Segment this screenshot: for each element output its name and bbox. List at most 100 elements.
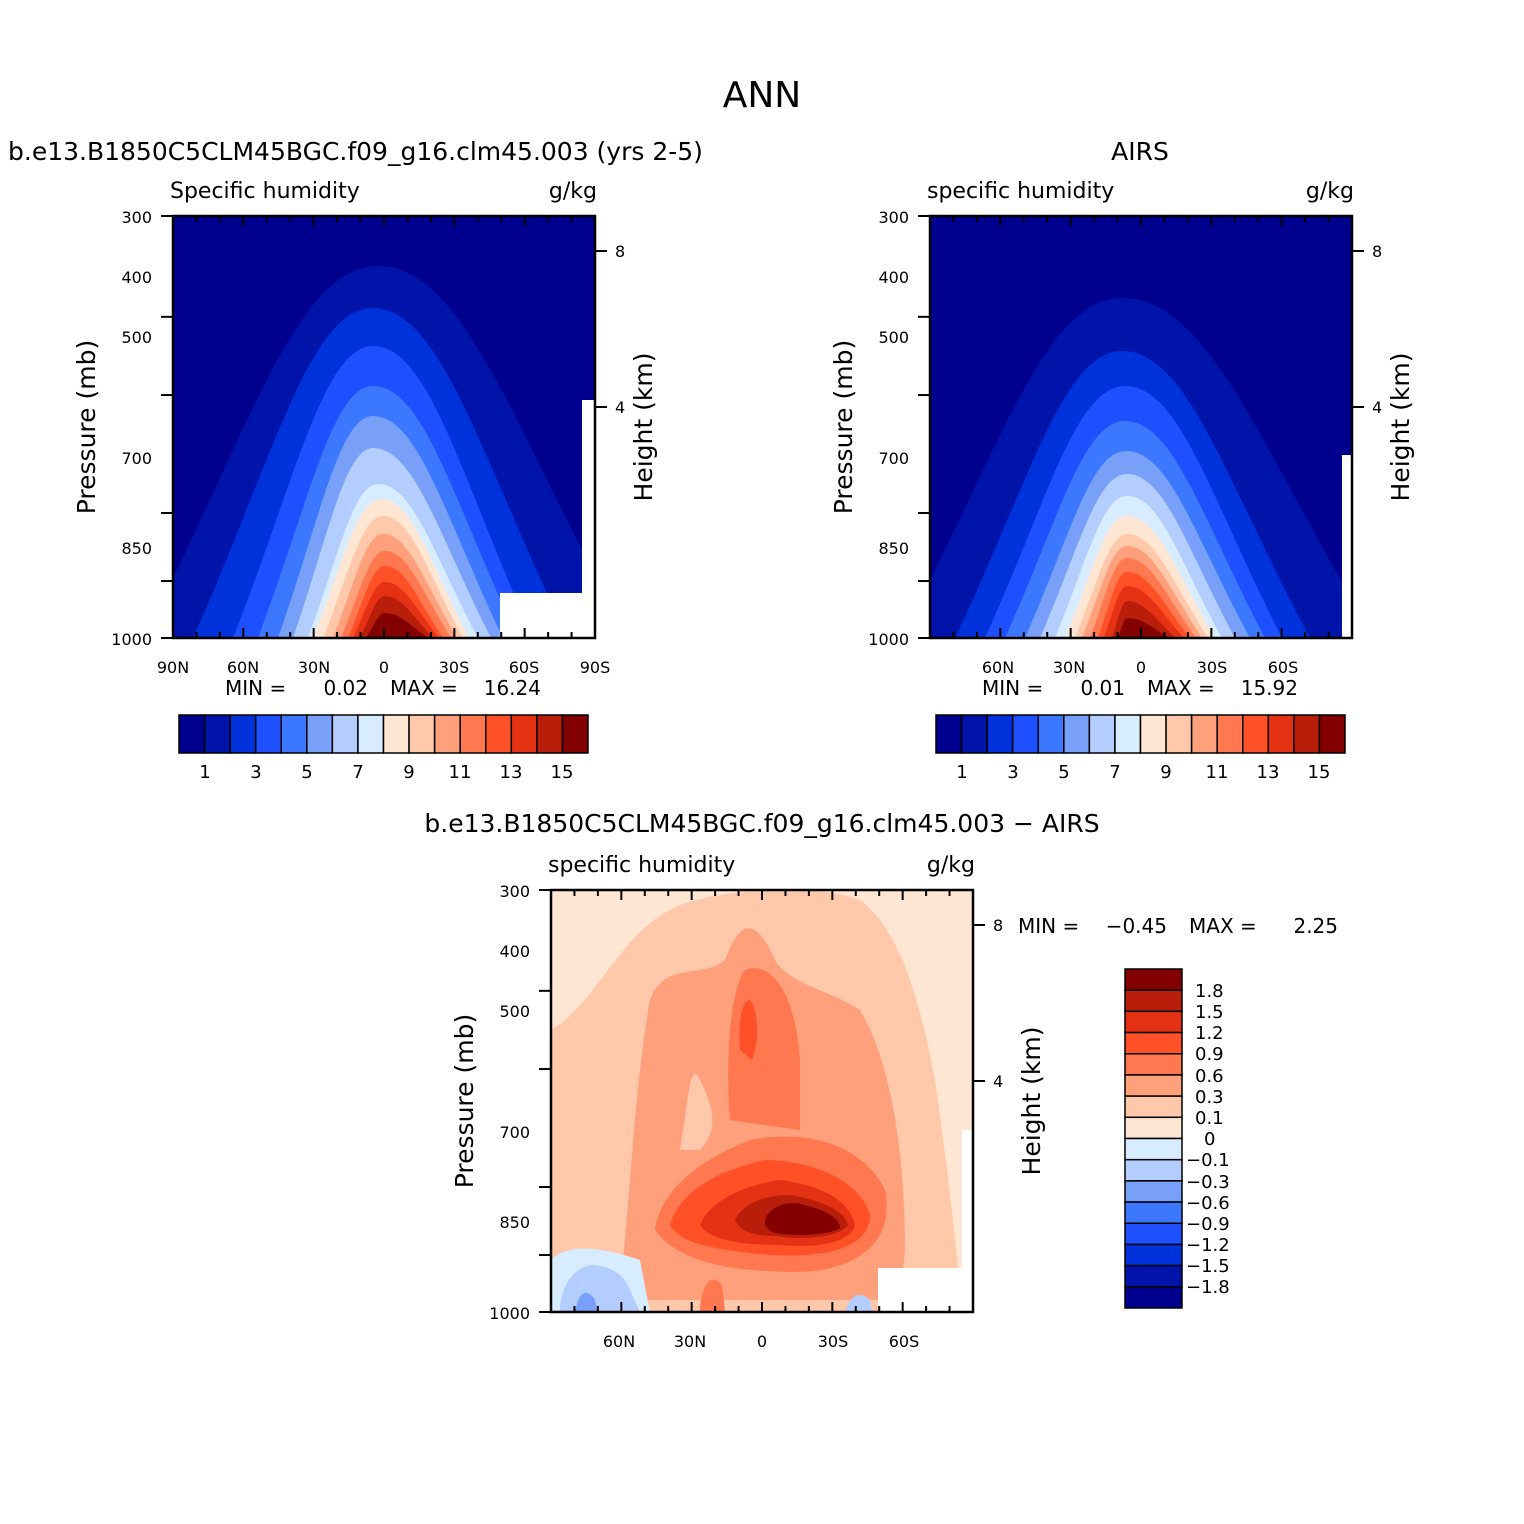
xtick-label: 90N	[157, 658, 189, 677]
ytick-label: 400	[121, 268, 152, 287]
colorbar-box	[306, 714, 334, 754]
colorbar-box	[935, 714, 963, 754]
panel-model-subtitle-right: g/kg	[549, 179, 597, 204]
panel-model-colorbar	[178, 714, 589, 754]
colorbar-box	[1216, 714, 1244, 754]
panel-diff-ylabel-right: Height (km)	[1017, 1027, 1046, 1176]
colorbar-box	[1124, 1095, 1183, 1119]
colorbar-box	[1124, 968, 1183, 991]
panel-diff-ytick-labels: 300 400 500 700 850 1000 8 4	[489, 882, 1003, 1323]
panel-airs: AIRS specific humidity g/kg Pressure (mb…	[829, 137, 1415, 783]
panel-diff-xtick-labels: 60N 30N 0 30S 60S	[603, 1332, 919, 1351]
model-contour-field	[173, 216, 595, 638]
colorbar-label: −0.3	[1186, 1172, 1230, 1193]
max-label: MAX =	[1147, 676, 1215, 700]
panel-airs-subtitle-right: g/kg	[1306, 179, 1354, 204]
xtick-label: 60N	[227, 658, 259, 677]
colorbar-box	[1267, 714, 1295, 754]
colorbar-label: 3	[250, 762, 261, 783]
colorbar-box	[178, 714, 206, 754]
panel-model-ytick-labels: 300 400 500 700 850 1000 8 4	[111, 208, 625, 649]
panel-airs-ylabel: Pressure (mb)	[829, 340, 858, 514]
colorbar-label: 5	[301, 762, 312, 783]
panel-airs-colorbar-labels: 1 3 5 7 9 11 13 15	[956, 762, 1330, 783]
xtick-label: 60S	[889, 1332, 920, 1351]
colorbar-label: 0.3	[1195, 1087, 1224, 1108]
colorbar-box	[1037, 714, 1065, 754]
colorbar-label: −0.6	[1186, 1193, 1230, 1214]
xtick-label: 0	[757, 1332, 767, 1351]
colorbar-box	[1190, 714, 1218, 754]
panel-diff: b.e13.B1850C5CLM45BGC.f09_g16.clm45.003 …	[424, 809, 1338, 1351]
colorbar-box	[1124, 1116, 1183, 1140]
ytick-label-right: 4	[1372, 398, 1382, 417]
colorbar-label: 9	[1160, 762, 1171, 783]
ytick-label: 1000	[868, 630, 909, 649]
colorbar-box	[536, 714, 564, 754]
panel-model-ylabel-right: Height (km)	[629, 353, 658, 502]
ytick-label-right: 8	[1372, 242, 1382, 261]
colorbar-box	[1124, 1180, 1183, 1203]
colorbar-label: 9	[403, 762, 414, 783]
ytick-label: 500	[499, 1002, 530, 1021]
ytick-label: 500	[121, 328, 152, 347]
diff-band	[700, 1279, 725, 1312]
max-label: MAX =	[1189, 914, 1257, 938]
colorbar-box	[382, 714, 410, 754]
max-value: 15.92	[1241, 676, 1298, 700]
colorbar-box	[1124, 1053, 1183, 1076]
ytick-label-right: 4	[615, 398, 625, 417]
xtick-label: 30S	[439, 658, 470, 677]
xtick-label: 60N	[982, 658, 1014, 677]
ytick-label: 300	[121, 208, 152, 227]
colorbar-box	[357, 714, 385, 754]
colorbar-box	[408, 714, 436, 754]
panel-airs-title: AIRS	[1111, 137, 1169, 166]
panel-airs-colorbar	[935, 714, 1346, 754]
colorbar-box	[1318, 714, 1346, 754]
ytick-label: 500	[878, 328, 909, 347]
diff-band	[680, 1073, 713, 1150]
xtick-label: 60S	[509, 658, 540, 677]
max-label: MAX =	[390, 676, 458, 700]
panel-diff-colorbar-labels: 1.8 1.5 1.2 0.9 0.6 0.3 0.1 0 −0.1 −0.3 …	[1186, 981, 1230, 1298]
colorbar-box	[254, 714, 282, 754]
colorbar-box	[960, 714, 988, 754]
colorbar-box	[485, 714, 513, 754]
min-label: MIN =	[1018, 914, 1079, 938]
colorbar-label: 1.2	[1195, 1023, 1224, 1044]
model-missing-region	[500, 593, 595, 638]
ytick-label: 850	[878, 539, 909, 558]
panel-model-minmax: MIN = 0.02 MAX = 16.24	[225, 676, 541, 700]
colorbar-label: 1.5	[1195, 1002, 1224, 1023]
diff-contour-field	[551, 890, 973, 1312]
colorbar-box	[331, 714, 359, 754]
diff-band	[764, 1203, 840, 1235]
ytick-label: 700	[499, 1123, 530, 1142]
colorbar-box	[561, 714, 589, 754]
ytick-label: 700	[121, 449, 152, 468]
panel-diff-subtitle-right: g/kg	[927, 853, 975, 878]
airs-missing-edge	[1342, 455, 1352, 638]
colorbar-box	[1124, 1031, 1183, 1055]
diff-band	[575, 1292, 598, 1312]
min-label: MIN =	[225, 676, 286, 700]
diff-missing-edge	[962, 1130, 973, 1312]
ytick-label-right: 4	[993, 1072, 1003, 1091]
colorbar-label: 0	[1204, 1129, 1215, 1150]
colorbar-label: 7	[1109, 762, 1120, 783]
colorbar-label: 1	[199, 762, 210, 783]
xtick-label: 30S	[1197, 658, 1228, 677]
model-band	[366, 613, 428, 638]
xtick-label: 30N	[674, 1332, 706, 1351]
colorbar-box	[510, 714, 538, 754]
panel-model-colorbar-labels: 1 3 5 7 9 11 13 15	[199, 762, 573, 783]
ytick-label-right: 8	[615, 242, 625, 261]
colorbar-label: 3	[1007, 762, 1018, 783]
panel-airs-subtitle-left: specific humidity	[927, 179, 1114, 204]
colorbar-label: −1.5	[1186, 1256, 1230, 1277]
xtick-label: 30N	[1053, 658, 1085, 677]
colorbar-box	[1124, 989, 1183, 1013]
panel-diff-plot-area	[539, 888, 985, 1314]
